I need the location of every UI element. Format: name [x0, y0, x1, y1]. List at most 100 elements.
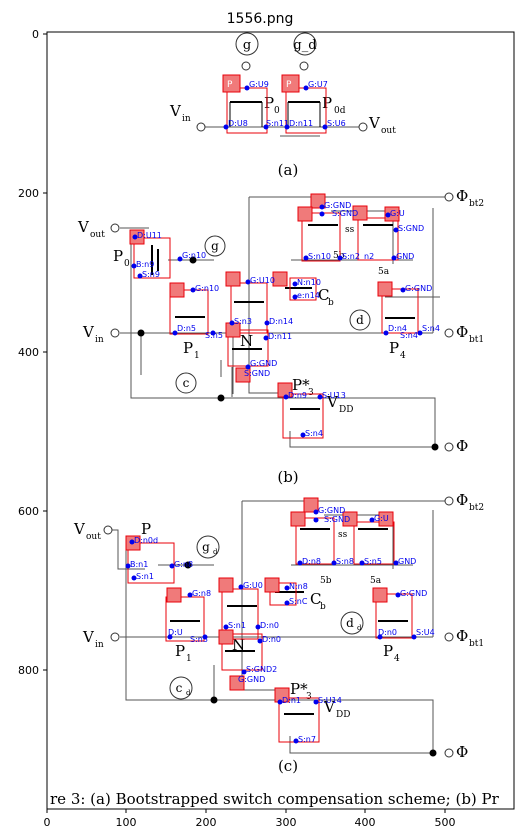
node-label: S:GND	[324, 515, 350, 524]
node-label: S:GND	[398, 224, 424, 233]
p5a-sub: 5a	[370, 576, 382, 586]
node-label: G:GND	[250, 359, 277, 368]
node-dot	[263, 124, 269, 130]
node-label: G:GND	[318, 506, 345, 515]
vin-terminal	[110, 632, 120, 642]
vdd-sub: DD	[336, 710, 350, 720]
panel-a-label: (a)	[278, 161, 299, 179]
node-label: G:n10	[195, 284, 219, 293]
node-label: S:U14	[318, 696, 342, 705]
node-labels: D:U11 G:n10 B:n9 S:n9 G:GND S:GND G:U S:…	[131, 201, 440, 438]
pstar-sub: 3	[308, 388, 314, 398]
x-tick-label: 100	[116, 816, 137, 829]
node-label: S:n10	[308, 252, 331, 261]
node-label: G:U	[374, 514, 389, 523]
node-label: G:GND	[405, 284, 432, 293]
junction-dot	[184, 561, 192, 569]
gate-circle-g	[235, 32, 259, 56]
y-tick-label: 0	[32, 28, 39, 41]
node-label: B:n1	[130, 560, 148, 569]
node-label: S:n4	[305, 429, 323, 438]
y-tick-label: 200	[18, 187, 39, 200]
vdd-label: V	[323, 698, 336, 716]
node-label: S:n7	[298, 735, 316, 744]
vin-terminal	[110, 328, 120, 338]
device-tag-label: P	[286, 80, 292, 90]
node-label: S:n9	[142, 270, 160, 279]
phi-bt2-label: Φ	[456, 187, 468, 205]
node-label: S:nC	[289, 597, 308, 606]
vdd-sub: DD	[339, 405, 353, 415]
node-label: S:n5	[205, 331, 223, 340]
phi-bt2-terminal	[444, 192, 454, 202]
phi-bt1-sub: bt1	[469, 639, 484, 649]
node-label: S:GND	[244, 369, 270, 378]
vout-label: V	[73, 520, 86, 538]
node-label: S:GND2	[246, 665, 277, 674]
p0-label: P	[141, 520, 151, 538]
node-label: D:U8	[228, 119, 248, 128]
pstar-sub: 3	[306, 692, 312, 702]
vout-sub: out	[86, 532, 101, 542]
axes-frame	[46, 31, 515, 810]
circle-cd-sub: d	[186, 689, 191, 697]
node-label: D:n1	[282, 696, 301, 705]
device-tag	[222, 74, 241, 93]
node-label: S:n3	[234, 317, 252, 326]
x-tick-label: 500	[435, 816, 456, 829]
cb-label: C	[318, 286, 329, 304]
phi-bt1-label: Φ	[456, 323, 468, 341]
node-label: N:n8	[289, 582, 308, 591]
gate-label-g: g	[243, 38, 251, 53]
node-label: G:n10	[182, 251, 206, 260]
node-label: GND	[396, 252, 414, 261]
node-label: G:GND	[400, 589, 427, 598]
node-label: D:n0	[260, 621, 279, 630]
phi-bt1-sub: bt1	[469, 335, 484, 345]
p0d-label: P	[322, 94, 332, 112]
junction-dot	[210, 696, 218, 704]
panel-a: g g_d V in V out P 0 P 0d P P G:U9	[169, 32, 396, 179]
node-label: S:U13	[322, 391, 346, 400]
vout-label: V	[77, 218, 90, 236]
panel-b-label: (b)	[277, 468, 298, 486]
circle-d	[349, 309, 371, 331]
x-tick-label: 300	[276, 816, 297, 829]
n-label: N	[232, 636, 245, 654]
panel-c-label: (c)	[278, 757, 298, 775]
circle-cd	[169, 676, 193, 700]
y-tick-label: 600	[18, 505, 39, 518]
ss-sub: ss	[345, 225, 355, 235]
node-label: D:n9	[288, 391, 307, 400]
panel-b: V out V in Φ bt2 Φ bt1 Φ P 0 P 1 P 4 N P…	[77, 187, 484, 486]
figure-caption: re 3: (a) Bootstrapped switch compensati…	[50, 790, 500, 808]
node-label: D:n0	[262, 635, 281, 644]
gate-terminal	[299, 61, 309, 71]
vout-label: V	[368, 114, 381, 132]
vin-sub: in	[182, 114, 191, 124]
vout-sub: out	[90, 230, 105, 240]
pstar-label: P*	[292, 376, 310, 394]
p1-label: P	[183, 339, 193, 357]
node-dot	[244, 85, 250, 91]
vout-terminal	[110, 223, 120, 233]
phi-bt2-sub: bt2	[469, 199, 484, 209]
x-axis-ticks	[46, 809, 446, 813]
phi-bt1-label: Φ	[456, 627, 468, 645]
vin-sub: in	[95, 335, 104, 345]
junction-dot	[137, 329, 145, 337]
node-label: S:U6	[327, 119, 346, 128]
phi-terminal	[444, 442, 454, 452]
phi-bt1-terminal	[444, 328, 454, 338]
p5b-sub: 5b	[320, 576, 332, 586]
node-label: D:U11	[137, 231, 162, 240]
phi-bt1-terminal	[444, 632, 454, 642]
panel-c: V out V in Φ bt2 Φ bt1 Φ P P 1 P 4 N P* …	[73, 491, 484, 775]
node-label: G:U10	[250, 276, 275, 285]
circle-g-label: g	[211, 239, 219, 253]
phi-terminal	[444, 748, 454, 758]
circle-c	[175, 372, 197, 394]
gate-terminal	[241, 61, 251, 71]
x-tick-label: 400	[355, 816, 376, 829]
circle-gd-label: g	[202, 540, 210, 554]
